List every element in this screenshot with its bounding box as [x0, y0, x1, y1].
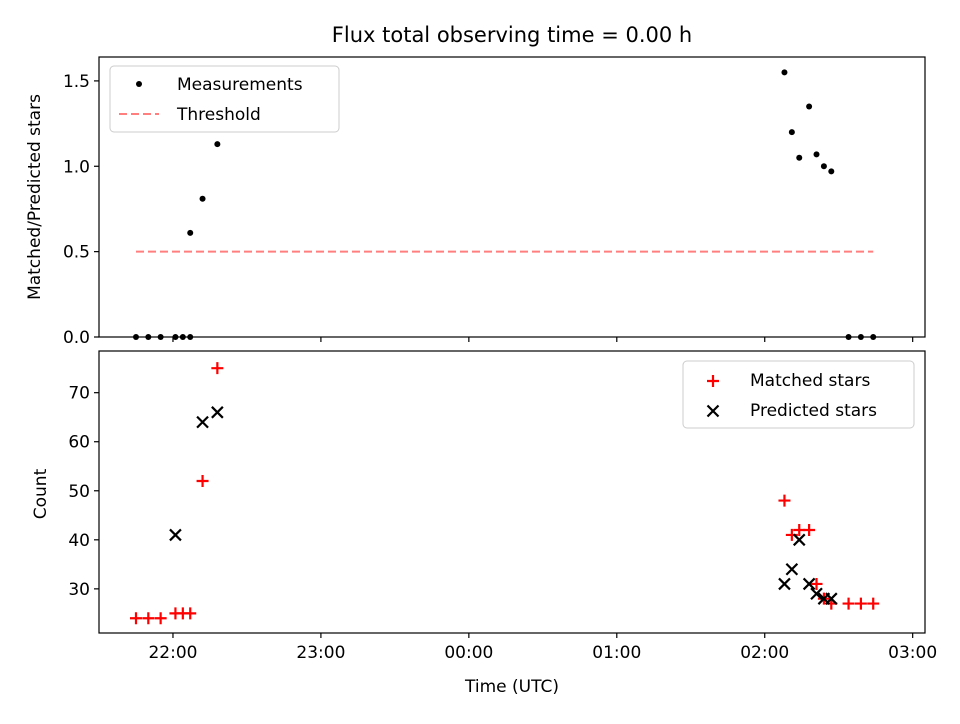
matched-star-point: [810, 577, 823, 590]
bottom-y-tick-label: 30: [68, 580, 90, 600]
predicted-star-point: [825, 592, 838, 605]
bottom-x-tick-label: 02:00: [740, 643, 789, 663]
top-y-tick-label: 1.5: [63, 72, 90, 92]
legend-threshold-label: Threshold: [176, 105, 261, 125]
bottom-x-tick-label: 22:00: [148, 643, 197, 663]
top-y-axis-label: Matched/Predicted stars: [25, 94, 45, 300]
bottom-x-tick-label: 23:00: [296, 643, 345, 663]
measurement-point: [214, 141, 221, 148]
legend-measurements-label: Measurements: [177, 75, 303, 95]
matched-star-point: [142, 612, 155, 625]
bottom-y-tick-label: 60: [68, 433, 90, 453]
predicted-star-point: [196, 415, 209, 429]
matched-star-point: [211, 362, 224, 375]
matched-star-point: [129, 612, 142, 625]
measurement-point: [828, 168, 835, 175]
measurement-point: [796, 154, 803, 161]
top-panel: 0.0 0.5 1.0 1.5 Measurements Threshold: [63, 56, 926, 348]
measurement-point: [870, 334, 877, 340]
legend-predicted-label: Predicted stars: [750, 401, 877, 421]
measurement-point: [145, 334, 152, 340]
predicted-star-point: [802, 577, 816, 591]
measurement-point: [857, 334, 864, 340]
measurement-point: [187, 334, 194, 340]
predicted-star-point: [810, 587, 823, 601]
measurement-point: [845, 334, 852, 340]
matched-star-point: [778, 494, 791, 507]
predicted-star-point: [211, 406, 224, 419]
top-y-tick-label: 0.5: [63, 243, 90, 263]
bottom-panel: 30 40 50 60 70 22:00 23:00 00:00 01:00 02:00 03:00…: [68, 350, 937, 663]
bottom-x-tick-label: 01:00: [592, 643, 641, 663]
bottom-legend-frame: [682, 360, 915, 429]
legend-matched-marker: [707, 375, 719, 387]
bottom-legend: Matched stars Predicted stars: [682, 360, 915, 429]
measurement-point: [157, 334, 164, 340]
matched-star-point: [842, 597, 855, 610]
matched-star-point: [196, 474, 209, 487]
legend-measurements-marker: [136, 81, 142, 87]
top-y-tick-label: 0.0: [63, 328, 90, 348]
top-y-tick-label: 1.0: [63, 157, 90, 177]
matched-star-point: [803, 524, 816, 537]
measurement-point: [820, 163, 827, 170]
matched-star-point: [184, 607, 197, 620]
predicted-star-point: [792, 533, 806, 547]
measurement-point: [813, 151, 820, 158]
predicted-star-point: [785, 562, 799, 576]
top-legend: Measurements Threshold: [109, 65, 340, 133]
bottom-x-tick-label: 03:00: [888, 643, 937, 663]
measurement-point: [788, 129, 795, 136]
bottom-y-tick-label: 40: [68, 531, 90, 551]
matched-star-point: [154, 612, 167, 625]
measurement-point: [179, 334, 186, 340]
bottom-x-tick-label: 00:00: [444, 643, 493, 663]
bottom-axes-frame: [98, 350, 926, 634]
measurement-point: [781, 69, 788, 76]
predicted-star-point: [778, 577, 791, 591]
bottom-y-tick-label: 50: [68, 482, 90, 502]
bottom-y-axis-label: Count: [31, 468, 51, 519]
top-legend-frame: [109, 65, 340, 133]
matched-star-point: [867, 597, 880, 610]
top-axes-frame: [98, 56, 926, 338]
matched-star-point: [854, 597, 867, 610]
legend-matched-label: Matched stars: [750, 371, 870, 391]
legend-predicted-marker: [706, 404, 720, 418]
bottom-y-tick-label: 70: [68, 384, 90, 404]
measurement-point: [806, 103, 813, 110]
measurement-point: [172, 334, 179, 340]
x-axis-label: Time (UTC): [464, 677, 559, 697]
measurement-point: [187, 229, 194, 236]
chart-title: Flux total observing time = 0.00 h: [332, 23, 692, 47]
measurement-point: [199, 195, 206, 202]
predicted-star-point: [169, 528, 182, 542]
measurement-point: [132, 334, 139, 340]
